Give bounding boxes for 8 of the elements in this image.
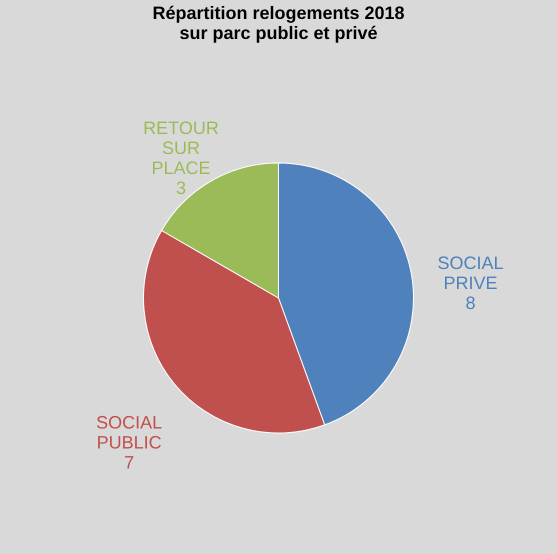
text: sur parc public et privé [179,23,378,43]
slice-label: SOCIAL PRIVE [438,253,504,294]
data-label: 7 [124,452,134,472]
slice-label: SOCIAL PUBLIC [96,412,162,452]
text: Répartition relogements 2018 [152,3,405,23]
data-label: 8 [466,293,476,314]
slice-label: RETOUR SUR PLACE [143,118,219,178]
data-label: 3 [176,178,186,198]
